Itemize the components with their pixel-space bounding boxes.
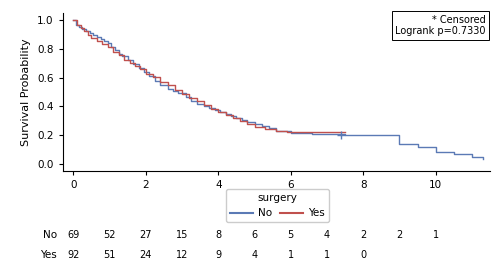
Text: 8: 8 (215, 229, 222, 240)
Text: 92: 92 (67, 250, 80, 260)
Text: 1: 1 (324, 250, 330, 260)
Text: 4: 4 (324, 229, 330, 240)
Text: 51: 51 (104, 250, 116, 260)
Text: 4: 4 (252, 250, 258, 260)
Text: No: No (42, 229, 57, 240)
Text: 1: 1 (432, 229, 438, 240)
Text: 9: 9 (215, 250, 222, 260)
Text: * Censored
Logrank p=0.7330: * Censored Logrank p=0.7330 (395, 15, 486, 36)
Text: Yes: Yes (40, 250, 57, 260)
Text: 0: 0 (360, 250, 366, 260)
Text: 15: 15 (176, 229, 188, 240)
Text: 5: 5 (288, 229, 294, 240)
Text: 6: 6 (252, 229, 258, 240)
Y-axis label: Survival Probability: Survival Probability (22, 38, 32, 146)
Text: 2: 2 (360, 229, 366, 240)
Text: 69: 69 (67, 229, 80, 240)
Legend: No, Yes: No, Yes (226, 189, 329, 222)
Text: 52: 52 (104, 229, 116, 240)
Text: 24: 24 (140, 250, 152, 260)
Text: 12: 12 (176, 250, 188, 260)
Text: 1: 1 (288, 250, 294, 260)
X-axis label: overall survival: overall survival (234, 196, 319, 206)
Text: 2: 2 (396, 229, 402, 240)
Text: 27: 27 (140, 229, 152, 240)
